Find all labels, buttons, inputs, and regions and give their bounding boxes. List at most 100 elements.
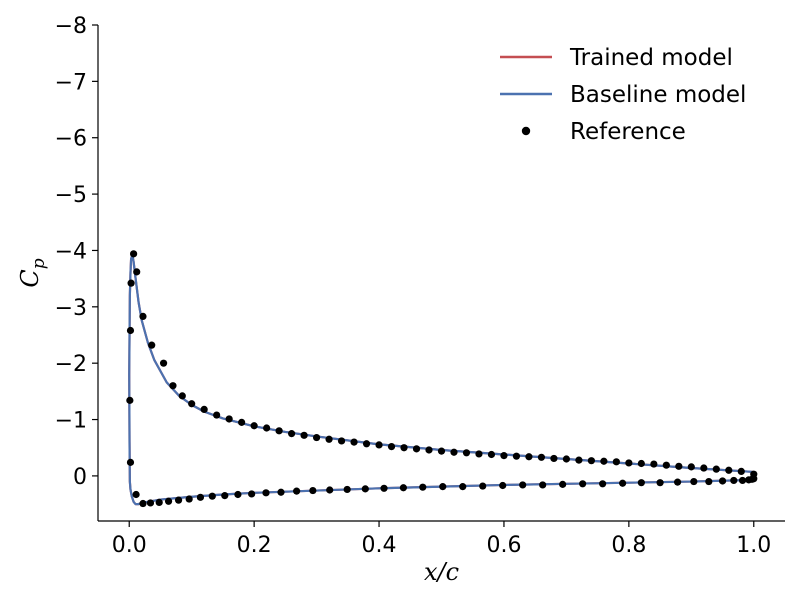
reference-point bbox=[650, 460, 658, 468]
reference-point bbox=[225, 415, 233, 423]
reference-point bbox=[479, 482, 487, 490]
reference-point bbox=[169, 382, 177, 390]
reference-point bbox=[238, 418, 246, 426]
x-tick-label: 0.4 bbox=[362, 533, 397, 558]
reference-point bbox=[559, 480, 567, 488]
reference-point bbox=[637, 459, 645, 468]
reference-point bbox=[400, 444, 408, 452]
reference-point bbox=[612, 458, 620, 466]
plot-area bbox=[126, 250, 758, 508]
reference-point bbox=[155, 498, 163, 506]
reference-point bbox=[412, 445, 421, 453]
reference-point bbox=[221, 492, 229, 500]
reference-point bbox=[185, 495, 193, 503]
legend-label: Baseline model bbox=[570, 82, 746, 108]
reference-point bbox=[562, 455, 571, 463]
y-tick-label: −1 bbox=[55, 409, 87, 434]
reference-point bbox=[164, 497, 173, 505]
reference-point bbox=[139, 499, 147, 508]
reference-point bbox=[425, 446, 433, 454]
reference-point bbox=[487, 450, 496, 459]
reference-point bbox=[133, 268, 141, 276]
reference-point bbox=[130, 250, 138, 258]
reference-point bbox=[625, 459, 633, 467]
reference-point bbox=[380, 484, 388, 492]
y-tick-label: −8 bbox=[55, 14, 87, 39]
reference-point bbox=[288, 430, 296, 438]
reference-point bbox=[579, 480, 587, 488]
legend-label: Reference bbox=[570, 119, 686, 145]
x-tick-label: 0.2 bbox=[237, 533, 272, 558]
reference-point bbox=[248, 490, 256, 498]
reference-point bbox=[712, 465, 720, 473]
reference-point bbox=[550, 454, 558, 463]
reference-point bbox=[700, 464, 708, 472]
y-tick-label: −4 bbox=[55, 239, 87, 264]
reference-point bbox=[277, 488, 285, 496]
reference-point bbox=[196, 493, 205, 501]
reference-point bbox=[127, 279, 135, 287]
reference-point bbox=[500, 452, 508, 460]
reference-point bbox=[148, 341, 156, 349]
reference-point bbox=[525, 453, 533, 461]
reference-point bbox=[250, 422, 258, 430]
reference-point bbox=[132, 490, 140, 499]
x-tick-label: 1.0 bbox=[736, 533, 771, 558]
reference-point bbox=[587, 457, 595, 465]
legend: Trained model Baseline model Reference bbox=[500, 45, 746, 145]
reference-point bbox=[718, 477, 727, 485]
y-ticks: −8 −7 −6 −5 −4 −3 −2 −1 0 bbox=[55, 14, 98, 490]
reference-point bbox=[705, 477, 713, 486]
reference-point bbox=[656, 479, 664, 487]
series-line-1 bbox=[128, 253, 754, 506]
reference-point bbox=[375, 441, 383, 449]
reference-point bbox=[512, 452, 521, 460]
reference-point bbox=[537, 453, 546, 461]
reference-point bbox=[462, 449, 471, 457]
reference-point bbox=[325, 435, 333, 443]
reference-point bbox=[126, 326, 135, 335]
reference-point bbox=[174, 496, 183, 504]
reference-point bbox=[361, 485, 369, 493]
reference-point bbox=[675, 462, 683, 470]
reference-point bbox=[126, 396, 134, 404]
y-tick-label: 0 bbox=[73, 465, 87, 490]
reference-point bbox=[619, 479, 627, 487]
reference-point bbox=[599, 480, 607, 488]
x-tick-label: 0.0 bbox=[112, 533, 147, 558]
reference-point bbox=[600, 457, 608, 465]
y-tick-label: −2 bbox=[55, 352, 87, 377]
reference-point bbox=[687, 463, 695, 471]
reference-point bbox=[662, 461, 670, 469]
reference-point bbox=[539, 481, 547, 489]
reference-point bbox=[343, 485, 351, 494]
y-tick-label: −3 bbox=[55, 296, 87, 321]
reference-point bbox=[312, 433, 321, 442]
reference-point bbox=[437, 447, 446, 455]
legend-label: Trained model bbox=[569, 45, 733, 71]
reference-point bbox=[450, 448, 458, 456]
reference-point bbox=[419, 483, 427, 491]
reference-point bbox=[738, 476, 747, 485]
reference-point bbox=[188, 400, 196, 408]
reference-point bbox=[200, 405, 208, 413]
y-tick-label: −6 bbox=[55, 127, 87, 152]
reference-point bbox=[309, 486, 317, 495]
reference-point bbox=[575, 456, 583, 464]
reference-point bbox=[208, 492, 216, 500]
reference-point bbox=[730, 476, 738, 485]
legend-swatch-marker bbox=[521, 126, 531, 136]
x-tick-label: 0.8 bbox=[611, 533, 646, 558]
reference-point bbox=[146, 499, 155, 507]
reference-point bbox=[213, 411, 221, 419]
axes bbox=[97, 25, 785, 522]
reference-point bbox=[263, 424, 271, 432]
reference-point bbox=[293, 487, 301, 495]
reference-point bbox=[475, 450, 483, 458]
y-axis-title: Cp bbox=[16, 258, 49, 287]
reference-point bbox=[234, 490, 242, 499]
reference-point bbox=[159, 359, 168, 367]
y-tick-label: −7 bbox=[55, 70, 87, 95]
reference-point bbox=[178, 392, 186, 400]
